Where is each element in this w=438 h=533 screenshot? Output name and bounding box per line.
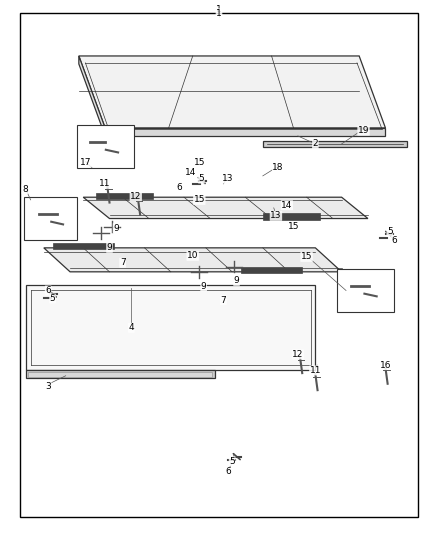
Text: 12: 12 xyxy=(130,192,141,200)
Text: 6: 6 xyxy=(45,286,51,295)
Text: 9: 9 xyxy=(233,277,240,285)
Text: 17: 17 xyxy=(80,158,91,167)
Polygon shape xyxy=(79,56,105,136)
Text: 7: 7 xyxy=(120,259,126,267)
Polygon shape xyxy=(83,197,368,219)
Text: 15: 15 xyxy=(194,196,205,204)
Polygon shape xyxy=(26,285,315,370)
Text: 7: 7 xyxy=(220,296,226,304)
Text: 6: 6 xyxy=(177,183,183,192)
Bar xyxy=(77,125,134,168)
Text: 1: 1 xyxy=(216,5,222,14)
Text: 10: 10 xyxy=(187,252,198,260)
Polygon shape xyxy=(44,248,342,272)
Text: 15: 15 xyxy=(194,158,205,167)
Text: 8: 8 xyxy=(22,185,28,193)
Text: 16: 16 xyxy=(380,361,391,369)
Polygon shape xyxy=(79,56,385,128)
Text: 12: 12 xyxy=(292,350,304,359)
Polygon shape xyxy=(263,213,320,220)
Text: 9: 9 xyxy=(113,224,119,232)
Text: 5: 5 xyxy=(229,457,235,465)
Text: 14: 14 xyxy=(185,168,196,176)
Text: 15: 15 xyxy=(288,222,299,231)
Text: 13: 13 xyxy=(222,174,233,183)
Text: 9: 9 xyxy=(201,282,207,290)
Text: 6: 6 xyxy=(225,467,231,476)
Text: 13: 13 xyxy=(270,212,282,220)
Text: 11: 11 xyxy=(99,180,111,188)
Text: 1: 1 xyxy=(216,9,222,18)
Text: 2: 2 xyxy=(313,140,318,148)
Text: 5: 5 xyxy=(387,228,393,236)
Polygon shape xyxy=(105,128,385,136)
Text: 3: 3 xyxy=(45,382,51,391)
Text: 5: 5 xyxy=(198,174,205,183)
Polygon shape xyxy=(241,266,302,273)
Polygon shape xyxy=(263,141,407,147)
Polygon shape xyxy=(53,243,114,249)
Text: 11: 11 xyxy=(310,366,321,375)
Text: 18: 18 xyxy=(272,164,284,172)
Polygon shape xyxy=(28,372,212,377)
Bar xyxy=(24,197,77,240)
Polygon shape xyxy=(26,370,215,378)
Bar xyxy=(337,269,394,312)
Text: 6: 6 xyxy=(391,237,397,245)
Text: 4: 4 xyxy=(129,324,134,332)
Text: 15: 15 xyxy=(301,253,312,261)
Text: 19: 19 xyxy=(358,126,369,135)
Text: 5: 5 xyxy=(49,294,56,303)
Polygon shape xyxy=(96,193,153,199)
Text: 9: 9 xyxy=(106,244,113,252)
Text: 14: 14 xyxy=(281,201,293,209)
